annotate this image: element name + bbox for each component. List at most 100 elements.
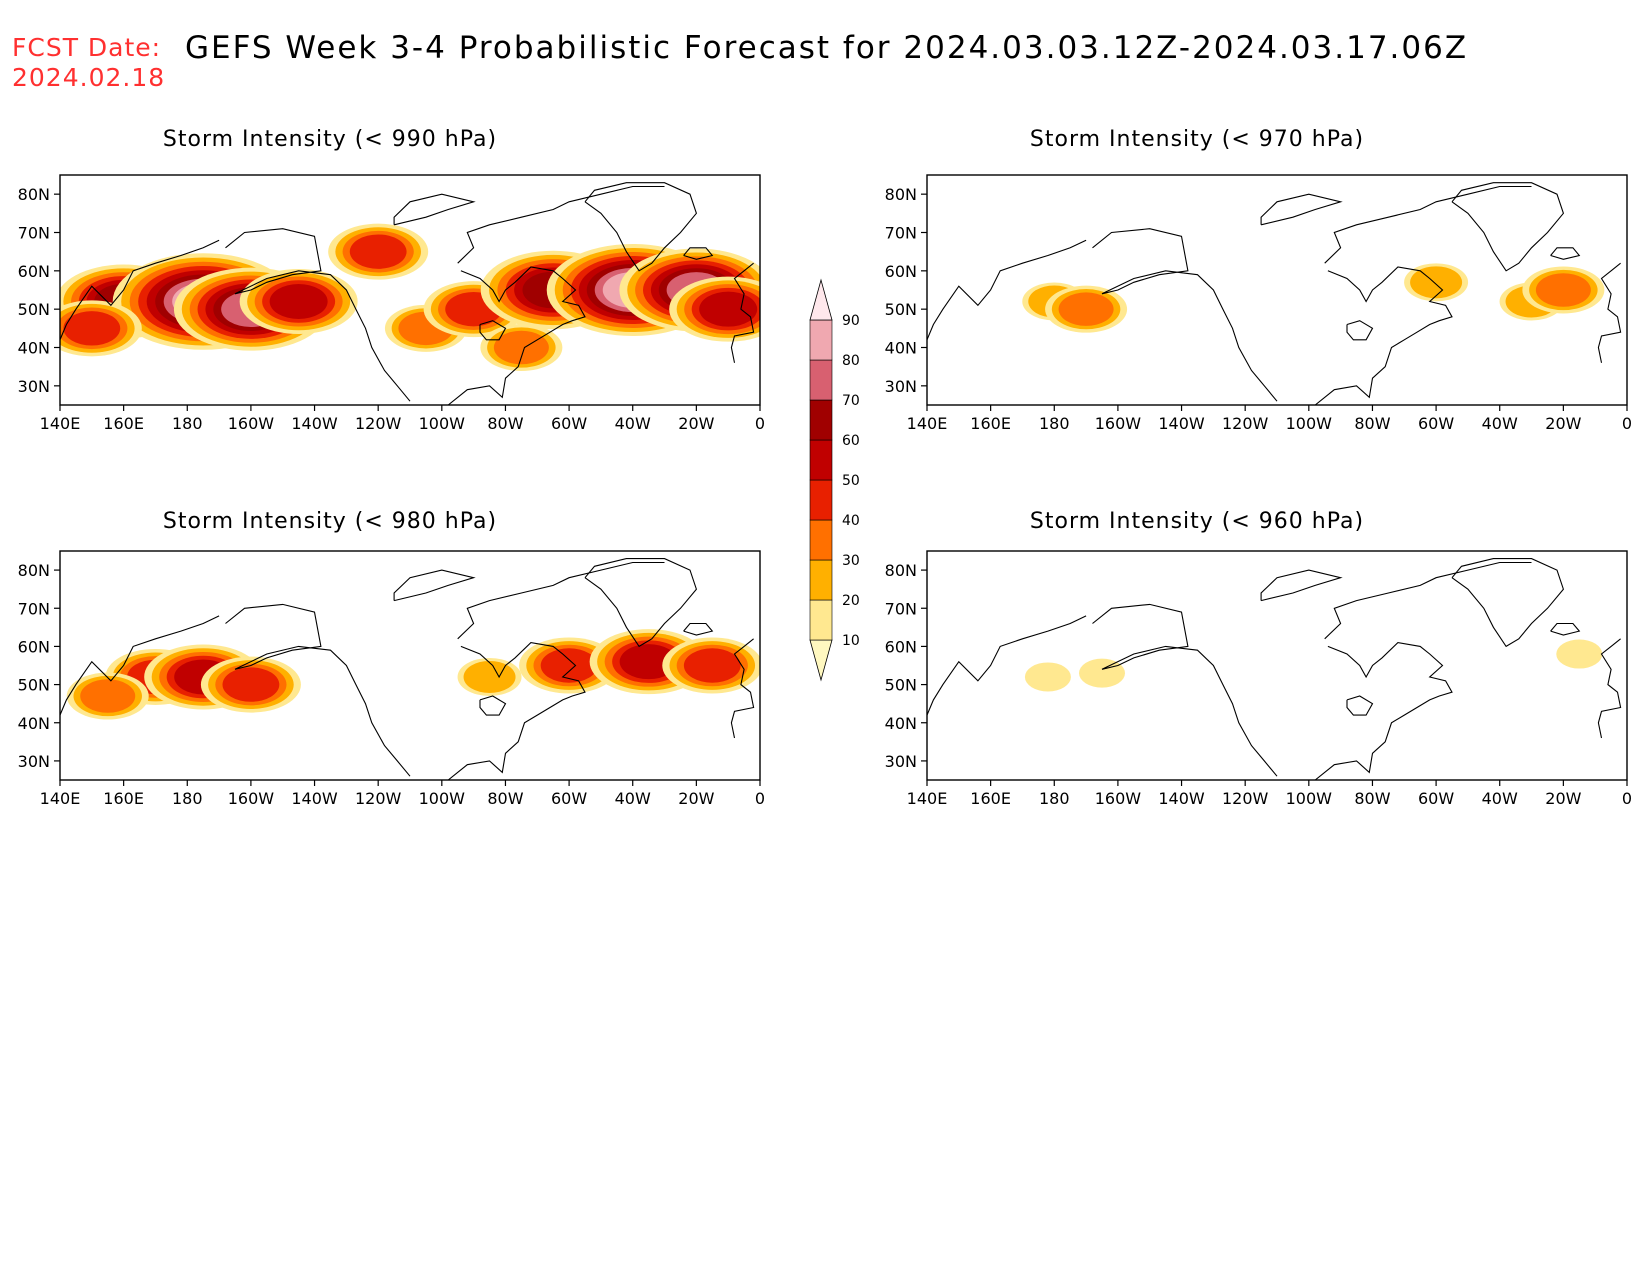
colorbar-label: 60 bbox=[842, 433, 860, 449]
lon-tick-label: 40W bbox=[1482, 789, 1518, 808]
coastline bbox=[927, 615, 1087, 716]
lon-tick-label: 80W bbox=[487, 789, 523, 808]
colorbar-segment bbox=[809, 319, 833, 361]
lon-tick-label: 140E bbox=[40, 414, 81, 433]
colorbar-segment bbox=[809, 599, 833, 641]
probability-contour bbox=[63, 311, 121, 346]
panel-990-hpa: Storm Intensity (< 990 hPa) 140E 160E 180 16… bbox=[18, 127, 765, 433]
map-frame bbox=[59, 174, 761, 406]
lon-tick-label: 140E bbox=[907, 414, 948, 433]
lon-tick-label: 60W bbox=[551, 414, 587, 433]
panel-960-hpa: Storm Intensity (< 960 hPa) 140E 160E 180 16… bbox=[885, 509, 1632, 808]
coastline bbox=[393, 569, 476, 602]
lon-tick-label: 60W bbox=[551, 789, 587, 808]
coastline bbox=[60, 615, 220, 716]
probability-contour bbox=[1556, 639, 1603, 669]
panel-title: Storm Intensity (< 980 hPa) bbox=[163, 509, 497, 534]
lon-tick-label: 40W bbox=[1482, 414, 1518, 433]
lon-tick-label: 160E bbox=[970, 789, 1011, 808]
lat-tick-label: 60N bbox=[885, 637, 917, 656]
colorbar-label: 30 bbox=[842, 553, 860, 569]
colorbar-legend: 10 20 30 40 50 60 70 80 90 bbox=[809, 278, 860, 682]
lat-tick-label: 70N bbox=[18, 224, 50, 243]
probability-contour bbox=[683, 648, 741, 683]
lon-tick-label: 180 bbox=[1039, 789, 1070, 808]
colorbar-segment bbox=[809, 639, 833, 682]
coastlines bbox=[60, 558, 755, 780]
lat-tick-label: 30N bbox=[18, 377, 50, 396]
lon-tick-label: 20W bbox=[1545, 414, 1581, 433]
coastline bbox=[225, 228, 411, 402]
lon-tick-label: 60W bbox=[1418, 414, 1454, 433]
probability-contour bbox=[540, 648, 598, 683]
coastline bbox=[1324, 561, 1532, 640]
panel-title: Storm Intensity (< 970 hPa) bbox=[1030, 127, 1364, 152]
coastline bbox=[1451, 558, 1565, 648]
coastline bbox=[927, 239, 1087, 341]
lon-tick-label: 20W bbox=[678, 414, 714, 433]
colorbar-label: 80 bbox=[842, 353, 860, 369]
lon-tick-label: 180 bbox=[172, 789, 203, 808]
lon-tick-label: 160E bbox=[103, 414, 144, 433]
colorbar-label: 50 bbox=[842, 473, 860, 489]
lat-tick-label: 70N bbox=[885, 599, 917, 618]
lat-tick-label: 40N bbox=[885, 339, 917, 358]
coastline bbox=[1260, 193, 1343, 226]
lat-tick-label: 80N bbox=[18, 185, 50, 204]
probability-contour bbox=[699, 291, 758, 327]
lon-tick-label: 120W bbox=[1222, 414, 1269, 433]
coastline bbox=[457, 561, 665, 640]
fcst-date-value: 2024.02.18 bbox=[12, 63, 166, 92]
probability-field bbox=[66, 629, 760, 720]
lat-tick-label: 80N bbox=[18, 561, 50, 580]
probability-field bbox=[1022, 263, 1605, 333]
main-title: GEFS Week 3-4 Probabilistic Forecast for… bbox=[185, 30, 1469, 66]
lon-tick-label: 0 bbox=[1622, 414, 1632, 433]
fcst-date-label: FCST Date: bbox=[12, 33, 162, 62]
coastline bbox=[447, 266, 586, 405]
lon-tick-label: 180 bbox=[172, 414, 203, 433]
coastline bbox=[683, 622, 714, 636]
coastline bbox=[457, 185, 665, 264]
lon-tick-label: 0 bbox=[755, 789, 765, 808]
lon-tick-label: 140W bbox=[1158, 414, 1205, 433]
coastline bbox=[1346, 695, 1374, 716]
probability-contour bbox=[80, 679, 136, 713]
lat-tick-label: 60N bbox=[18, 262, 50, 281]
lon-tick-label: 140W bbox=[1158, 789, 1205, 808]
lon-tick-label: 80W bbox=[1354, 414, 1390, 433]
panel-980-hpa: Storm Intensity (< 980 hPa) 140E 160E 180 16… bbox=[18, 509, 765, 808]
lat-tick-label: 50N bbox=[885, 300, 917, 319]
coastline bbox=[1092, 603, 1278, 777]
lon-tick-label: 120W bbox=[355, 414, 402, 433]
colorbar-segment bbox=[809, 479, 833, 521]
lon-tick-label: 20W bbox=[1545, 789, 1581, 808]
coastline bbox=[447, 642, 586, 780]
lon-tick-label: 0 bbox=[1622, 789, 1632, 808]
probability-contour bbox=[1024, 662, 1071, 692]
coastline bbox=[1092, 228, 1278, 402]
colorbar-segment bbox=[809, 439, 833, 481]
lon-tick-label: 180 bbox=[1039, 414, 1070, 433]
lat-tick-label: 30N bbox=[885, 752, 917, 771]
probability-field bbox=[60, 223, 760, 371]
colorbar-label: 70 bbox=[842, 393, 860, 409]
coastline bbox=[225, 603, 411, 777]
colorbar-label: 10 bbox=[842, 633, 860, 649]
colorbar-label: 20 bbox=[842, 593, 860, 609]
coastlines bbox=[927, 558, 1622, 780]
lon-tick-label: 100W bbox=[419, 414, 466, 433]
map-frame bbox=[59, 550, 761, 781]
lon-tick-label: 80W bbox=[1354, 789, 1390, 808]
lon-tick-label: 120W bbox=[355, 789, 402, 808]
panel-970-hpa: Storm Intensity (< 970 hPa) 140E 160E 180 16… bbox=[885, 127, 1632, 433]
lon-tick-label: 100W bbox=[1286, 414, 1333, 433]
lat-tick-label: 70N bbox=[885, 224, 917, 243]
colorbar-segment bbox=[809, 399, 833, 441]
probability-field bbox=[1024, 639, 1603, 692]
lon-tick-label: 160W bbox=[1095, 414, 1142, 433]
lon-tick-label: 140W bbox=[291, 789, 338, 808]
coastline bbox=[1550, 622, 1581, 636]
coastline bbox=[1451, 182, 1565, 272]
